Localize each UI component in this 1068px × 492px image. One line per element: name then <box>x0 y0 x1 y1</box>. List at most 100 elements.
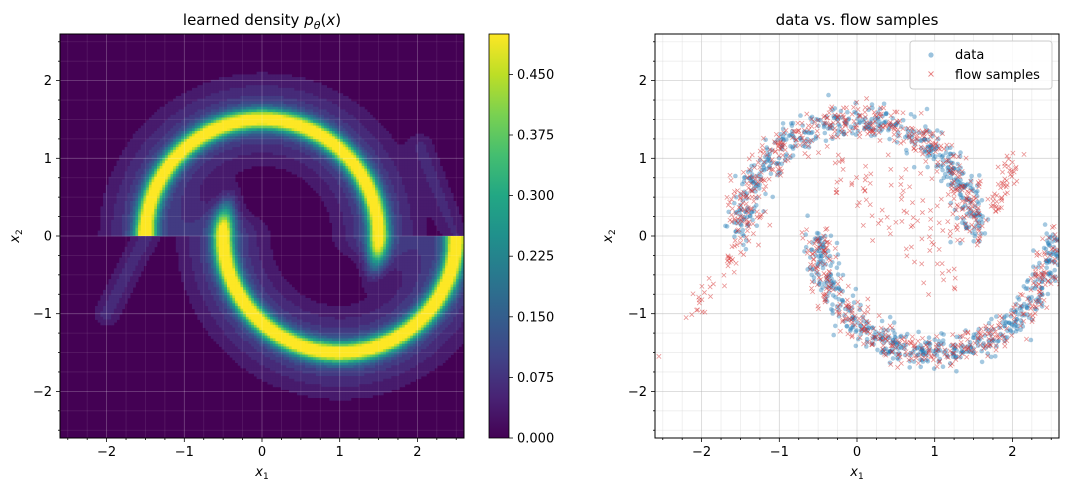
density-cell <box>138 249 142 253</box>
density-cell <box>229 268 233 272</box>
density-cell <box>127 190 131 194</box>
density-cell <box>216 316 220 320</box>
density-cell <box>256 319 260 323</box>
density-cell <box>202 257 206 261</box>
density-cell <box>218 168 222 172</box>
density-cell <box>213 230 217 234</box>
density-cell <box>237 314 241 318</box>
density-cell <box>130 152 134 156</box>
density-cell <box>173 122 177 126</box>
density-cell <box>237 254 241 258</box>
density-cell <box>221 284 225 288</box>
density-cell <box>138 136 142 140</box>
density-cell <box>245 306 249 310</box>
density-cell <box>130 244 134 248</box>
density-cell <box>259 114 263 118</box>
density-cell <box>216 87 220 91</box>
density-cell <box>165 190 169 194</box>
density-cell <box>256 98 260 102</box>
density-cell <box>165 176 169 180</box>
density-cell <box>210 128 214 132</box>
density-cell <box>248 222 252 226</box>
density-cell <box>240 341 244 345</box>
density-cell <box>213 222 217 226</box>
density-cell <box>240 311 244 315</box>
density-cell <box>167 219 171 223</box>
density-cell <box>272 120 276 124</box>
density-cell <box>178 109 182 113</box>
density-cell <box>224 260 228 264</box>
density-cell <box>151 214 155 218</box>
density-cell <box>283 106 287 110</box>
density-cell <box>108 287 112 291</box>
density-cell <box>275 122 279 126</box>
density-cell <box>267 292 271 296</box>
density-cell <box>216 284 220 288</box>
density-cell <box>175 179 179 183</box>
density-cell <box>100 295 104 299</box>
density-cell <box>194 289 198 293</box>
density-cell <box>127 227 131 232</box>
density-cell <box>121 174 126 178</box>
density-cell <box>278 354 282 358</box>
density-cell <box>202 93 206 97</box>
density-cell <box>116 295 120 299</box>
density-cell <box>221 157 225 161</box>
density-cell <box>143 147 147 151</box>
density-cell <box>264 359 268 363</box>
density-cell <box>148 176 152 180</box>
density-cell <box>264 244 268 248</box>
density-cell <box>148 184 152 188</box>
density-cell <box>202 139 206 143</box>
density-cell <box>251 327 255 331</box>
density-cell <box>146 152 150 156</box>
density-cell <box>210 93 214 97</box>
density-cell <box>280 279 284 283</box>
density-cell <box>243 227 247 232</box>
density-cell <box>197 200 201 205</box>
density-cell <box>270 279 274 283</box>
density-cell <box>111 281 115 285</box>
density-cell <box>100 322 104 326</box>
density-cell <box>235 79 239 83</box>
density-cell <box>154 209 158 213</box>
density-cell <box>175 206 179 210</box>
density-cell <box>224 246 228 250</box>
density-cell <box>253 79 258 83</box>
density-cell <box>200 203 204 207</box>
density-cell <box>159 128 163 132</box>
density-cell <box>253 93 258 97</box>
density-cell <box>270 147 274 151</box>
density-cell <box>124 190 128 194</box>
density-cell <box>116 211 120 215</box>
density-cell <box>151 168 155 172</box>
density-cell <box>248 341 252 345</box>
density-cell <box>116 265 120 269</box>
density-cell <box>229 165 233 170</box>
density-cell <box>221 95 225 100</box>
density-cell <box>205 109 209 113</box>
density-cell <box>232 222 236 226</box>
density-cell <box>205 147 209 151</box>
density-cell <box>248 281 252 285</box>
density-cell <box>200 276 204 280</box>
density-cell <box>183 174 187 178</box>
density-cell <box>146 184 150 188</box>
density-cell <box>210 327 214 331</box>
density-cell <box>226 281 231 285</box>
density-cell <box>216 227 220 232</box>
density-cell <box>270 152 274 156</box>
density-cell <box>205 211 209 215</box>
density-cell <box>259 260 263 264</box>
density-cell <box>194 149 198 153</box>
density-cell <box>189 203 193 207</box>
density-cell <box>283 133 287 137</box>
density-cell <box>264 79 268 83</box>
density-cell <box>124 230 128 234</box>
density-cell <box>167 120 171 124</box>
density-cell <box>243 236 247 240</box>
density-cell <box>253 327 258 331</box>
density-cell <box>237 160 241 164</box>
density-cell <box>221 227 225 232</box>
density-cell <box>272 367 276 372</box>
